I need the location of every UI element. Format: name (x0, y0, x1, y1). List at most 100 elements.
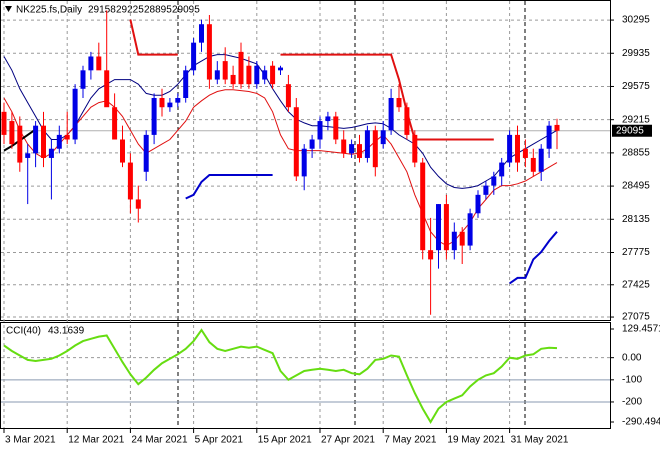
candle-body (333, 116, 339, 140)
candle-body (301, 148, 307, 177)
candle-body (317, 121, 323, 140)
candle-body (475, 194, 481, 214)
header-value: 29225 (116, 5, 144, 16)
candle-body (309, 139, 315, 149)
candle-body (349, 144, 355, 154)
candle-body (17, 125, 23, 163)
candle-body (357, 144, 362, 158)
x-tick-label: 5 Apr 2021 (195, 435, 244, 446)
candle-body (135, 199, 141, 209)
candle-body (159, 97, 165, 108)
y-tick-label: 27775 (622, 247, 650, 258)
price-box (612, 124, 652, 137)
candle-body (175, 97, 181, 103)
candle-body (120, 139, 125, 163)
indicator-line (3, 328, 558, 424)
y-tick-label: 28855 (622, 148, 650, 159)
candle-body (1, 111, 7, 135)
candle-body (127, 162, 133, 200)
candle-body (538, 148, 544, 172)
candle-body (396, 97, 402, 108)
candle-body (507, 134, 513, 163)
candle-body (96, 56, 102, 71)
candle-body (380, 130, 386, 145)
candle-body (491, 176, 497, 186)
main-pane (0, 0, 611, 321)
candle-body (467, 213, 473, 246)
candle-body (293, 107, 299, 177)
candle-body (436, 204, 441, 251)
indicator-pane (0, 322, 611, 429)
header-value: 29095 (172, 5, 200, 16)
indicator-title: CCI(40) (6, 326, 41, 337)
indicator-value: 43.1639 (48, 326, 85, 337)
candle-body (285, 84, 291, 108)
candle-body (364, 130, 370, 158)
candle-body (214, 70, 220, 80)
candle-body (33, 125, 39, 154)
candle-body (412, 134, 418, 163)
header-icon (5, 6, 12, 12)
candle-body (72, 88, 78, 140)
y-tick-label: 29575 (622, 81, 650, 92)
candle-body (420, 162, 426, 251)
candle-body (238, 51, 244, 85)
x-tick-label: 27 Apr 2021 (321, 435, 375, 446)
y-tick-label: 28495 (622, 181, 650, 192)
y-tick-label: 28135 (622, 214, 650, 225)
overlay-line (129, 19, 494, 141)
x-tick-label: 12 Mar 2021 (68, 435, 125, 446)
candle-body (64, 134, 70, 140)
candle-body (56, 134, 62, 149)
header-value: 29158 (88, 5, 116, 16)
candle-body (372, 130, 378, 168)
overlay-line (185, 174, 558, 285)
candle-body (522, 148, 528, 158)
candle-body (246, 65, 252, 85)
candle-body (341, 139, 347, 154)
y-tick-label: 27075 (622, 312, 650, 323)
candle-body (104, 70, 110, 108)
price-box-label: 29095 (616, 125, 644, 136)
candle-body (9, 121, 15, 145)
candle-body (183, 70, 189, 98)
y-tick-label: 27425 (622, 279, 650, 290)
candle-body (199, 24, 204, 43)
candle-body (88, 56, 94, 71)
candle-body (262, 70, 268, 80)
candle-body (278, 67, 283, 71)
candle-body (443, 204, 449, 251)
candle-body (546, 125, 552, 149)
y-tick-label: 30295 (622, 15, 650, 26)
x-tick-label: 15 Apr 2021 (258, 435, 312, 446)
candle-body (230, 74, 236, 85)
candle-body (151, 97, 157, 135)
candle-body (206, 24, 212, 80)
y-tick-label: 129.4571 (622, 324, 660, 335)
x-tick-label: 24 Mar 2021 (131, 435, 188, 446)
y-tick-label: -200 (622, 397, 642, 408)
header-value: 28895 (144, 5, 172, 16)
y-tick-label: 29935 (622, 48, 650, 59)
candle-body (388, 97, 394, 131)
y-tick-label: 29215 (622, 114, 650, 125)
x-tick-label: 31 May 2021 (511, 435, 569, 446)
candle-body (428, 250, 434, 260)
x-tick-label: 19 May 2021 (447, 435, 505, 446)
candle-body (254, 65, 260, 85)
candle-body (41, 125, 46, 158)
candle-body (112, 107, 118, 140)
candle-body (25, 153, 31, 158)
candle-body (483, 185, 489, 195)
candle-body (325, 116, 331, 122)
overlay-line (3, 89, 558, 247)
chart-title: NK225.fs,Daily (16, 5, 82, 16)
candle-body (404, 107, 410, 135)
candle-body (515, 134, 520, 163)
candle-body (191, 42, 197, 71)
candle-body (459, 231, 465, 246)
y-tick-label: -100 (622, 374, 642, 385)
candle-body (451, 231, 457, 251)
candle-body (80, 70, 86, 89)
